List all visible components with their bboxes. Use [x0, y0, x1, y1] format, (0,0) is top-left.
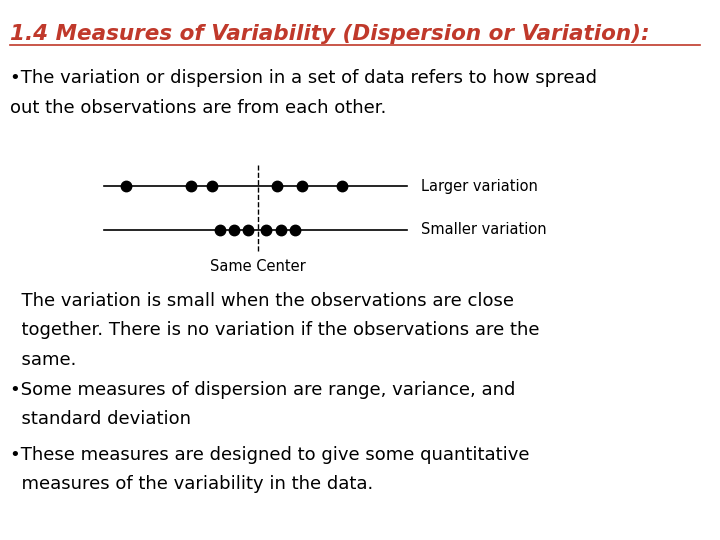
- Text: together. There is no variation if the observations are the: together. There is no variation if the o…: [10, 321, 539, 339]
- Text: standard deviation: standard deviation: [10, 410, 191, 428]
- Text: •These measures are designed to give some quantitative: •These measures are designed to give som…: [10, 446, 530, 463]
- Text: 1.4 Measures of Variability (Dispersion or Variation):: 1.4 Measures of Variability (Dispersion …: [10, 24, 649, 44]
- Text: out the observations are from each other.: out the observations are from each other…: [10, 99, 387, 117]
- Text: Same Center: Same Center: [210, 259, 305, 274]
- Text: •Some measures of dispersion are range, variance, and: •Some measures of dispersion are range, …: [10, 381, 516, 399]
- Text: The variation is small when the observations are close: The variation is small when the observat…: [10, 292, 514, 309]
- Text: •The variation or dispersion in a set of data refers to how spread: •The variation or dispersion in a set of…: [10, 69, 597, 87]
- Text: measures of the variability in the data.: measures of the variability in the data.: [10, 475, 374, 493]
- Text: same.: same.: [10, 351, 76, 369]
- Text: Larger variation: Larger variation: [421, 179, 538, 194]
- Text: Smaller variation: Smaller variation: [421, 222, 546, 237]
